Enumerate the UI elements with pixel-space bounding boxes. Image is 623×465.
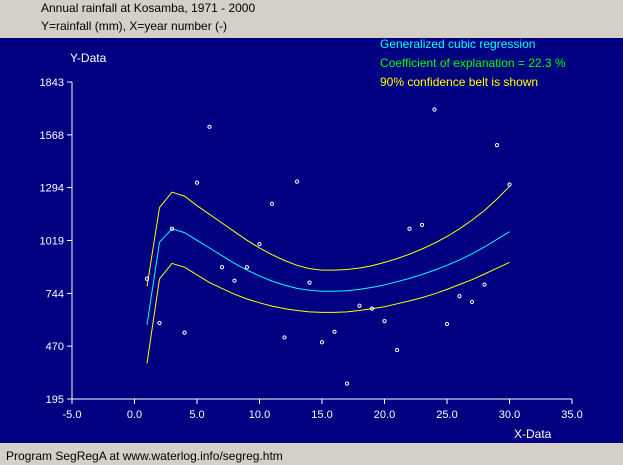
series-layer [144, 107, 512, 386]
chart-title: Annual rainfall at Kosamba, 1971 - 2000 [41, 1, 256, 15]
x-axis-label: X-Data [514, 427, 552, 441]
data-point [394, 347, 400, 353]
y-axis-label: Y-Data [70, 51, 107, 65]
x-tick-label: 30.0 [499, 409, 520, 421]
x-tick-label: -5.0 [63, 409, 82, 421]
data-point [282, 335, 287, 340]
data-point [157, 320, 162, 326]
x-tick-label: 5.0 [189, 409, 204, 421]
chart-area: 195 470 744 1019 1294 1568 1843 -5.0 0.0 5.0 10.0 1… [0, 37, 623, 443]
x-tick-label: 0.0 [127, 409, 142, 421]
x-tick-label: 15.0 [311, 409, 332, 421]
y-tick-label: 195 [46, 394, 64, 406]
data-point [382, 318, 387, 324]
data-point [307, 280, 312, 285]
data-point [369, 306, 375, 311]
x-tick-label: 20.0 [374, 409, 395, 421]
data-point [207, 124, 212, 129]
chart-svg: 195 470 744 1019 1294 1568 1843 -5.0 0.0 5.0 10.0 1… [0, 37, 623, 443]
data-point [294, 179, 300, 184]
annotation-regression-type: Generalized cubic regression [380, 37, 535, 51]
data-point [507, 182, 512, 187]
upper_confidence-line [146, 186, 510, 287]
data-point [269, 201, 275, 206]
data-point [319, 340, 325, 345]
y-tick-label: 1843 [40, 77, 64, 89]
annotation-confidence-belt: 90% confidence belt is shown [380, 75, 538, 89]
x-tick-label: 25.0 [436, 409, 457, 421]
data-point [407, 226, 412, 231]
data-point [219, 265, 225, 270]
y-tick-label: 1019 [40, 236, 64, 248]
footer-credit: Program SegRegA at www.waterlog.info/seg… [6, 449, 283, 463]
chart-subtitle: Y=rainfall (mm), X=year number (-) [41, 19, 228, 33]
y-tick-label: 1294 [40, 183, 64, 195]
y-tick-label: 470 [46, 341, 64, 353]
data-point [332, 329, 337, 334]
data-point [432, 107, 437, 112]
x-tick-label: 10.0 [249, 409, 270, 421]
data-point [232, 278, 237, 283]
data-point [344, 381, 350, 386]
plot-background [0, 38, 623, 443]
data-point [244, 265, 250, 270]
lower_confidence-line [146, 261, 510, 364]
data-point [457, 293, 462, 299]
data-point [444, 321, 450, 327]
data-point [494, 142, 500, 148]
regression-line [146, 228, 510, 325]
data-point [182, 330, 187, 335]
data-point [257, 242, 262, 247]
annotation-coefficient: Coefficient of explanation = 22.3 % [380, 56, 566, 70]
x-tick-label: 35.0 [561, 409, 582, 421]
labels-layer: Y-Data X-Data Generalized cubic regressi… [70, 37, 566, 441]
data-point [144, 276, 150, 281]
data-point [357, 303, 362, 308]
y-tick-label: 1568 [40, 130, 64, 142]
data-point [169, 226, 175, 231]
data-point [419, 222, 425, 228]
y-tick-label: 744 [46, 288, 64, 300]
data-point [469, 299, 475, 304]
data-point [194, 180, 200, 185]
axes: 195 470 744 1019 1294 1568 1843 -5.0 0.0 5.0 10.0 1… [40, 77, 583, 421]
data-point [482, 282, 487, 287]
